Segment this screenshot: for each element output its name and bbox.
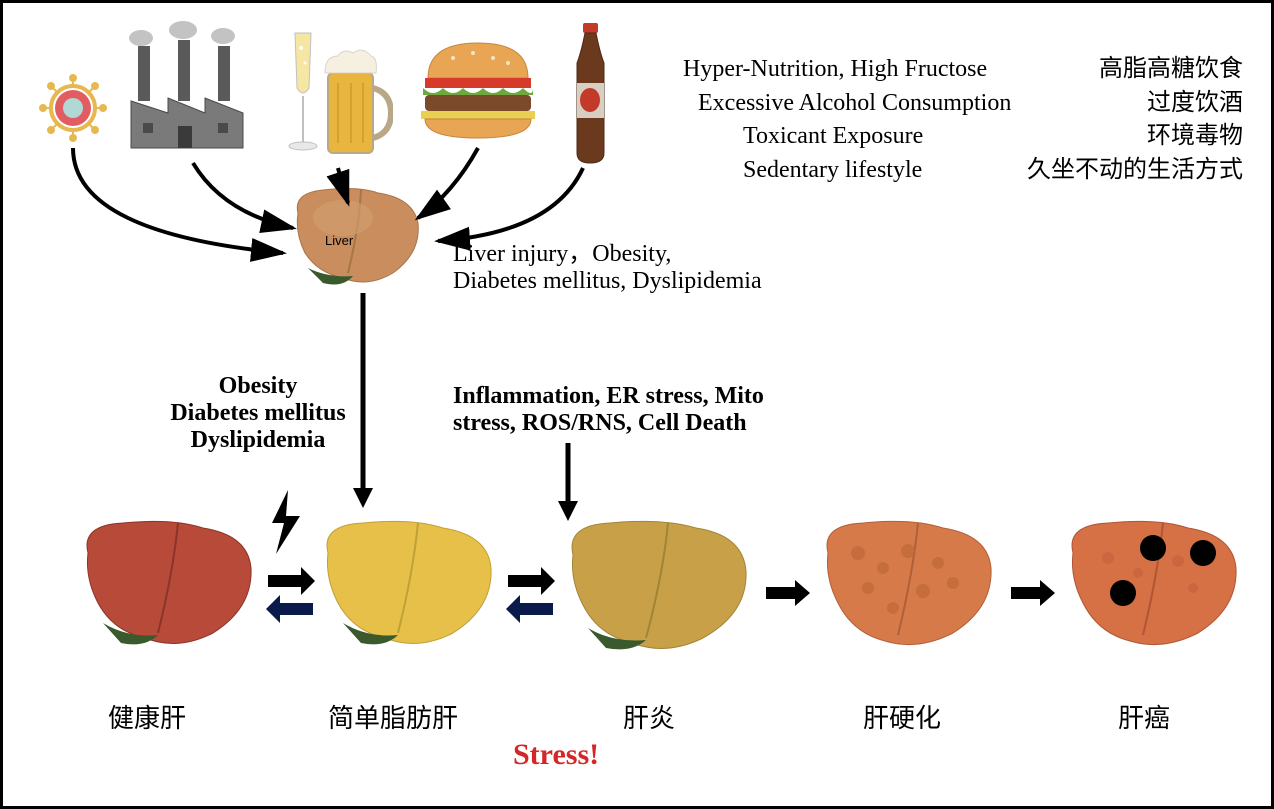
rf-en-1: Excessive Alcohol Consumption <box>698 87 1011 121</box>
right-annot-2: stress, ROS/RNS, Cell Death <box>453 410 813 437</box>
stage-label-2: 简单脂肪肝 <box>328 698 458 735</box>
middle-line2: Diabetes mellitus, Dyslipidemia <box>453 268 762 295</box>
left-annotation: Obesity Diabetes mellitus Dyslipidemia <box>153 373 363 454</box>
lightning-icon <box>266 488 306 558</box>
arrow-forward-3 <box>763 578 813 608</box>
rf-en-3: Sedentary lifestyle <box>743 154 922 188</box>
left-annot-2: Diabetes mellitus <box>153 400 363 427</box>
liver-inflammation-icon <box>558 513 758 658</box>
left-annot-1: Obesity <box>153 373 363 400</box>
rf-en-0: Hyper-Nutrition, High Fructose <box>683 53 987 87</box>
rf-zh-0: 高脂高糖饮食 <box>1099 53 1243 87</box>
middle-text: Liver injury，Obesity, Diabetes mellitus,… <box>453 233 762 295</box>
rf-zh-3: 久坐不动的生活方式 <box>1027 154 1243 188</box>
right-annot-1: Inflammation, ER stress, Mito <box>453 383 813 410</box>
rf-zh-1: 过度饮酒 <box>1147 87 1243 121</box>
liver-healthy-icon <box>73 513 263 653</box>
left-annot-3: Dyslipidemia <box>153 427 363 454</box>
stage-label-1: 健康肝 <box>108 698 186 735</box>
stage-label-5: 肝癌 <box>1118 698 1170 735</box>
rf-en-2: Toxicant Exposure <box>743 120 923 154</box>
stage-label-4: 肝硬化 <box>863 698 941 735</box>
liver-cirrhosis-icon <box>813 513 1003 658</box>
liver-cancer-icon <box>1058 513 1248 658</box>
down-arrow-right <box>553 443 583 523</box>
diagram-frame: Hyper-Nutrition, High Fructose 高脂高糖饮食 Ex… <box>0 0 1274 809</box>
right-annotation: Inflammation, ER stress, Mito stress, RO… <box>453 383 813 437</box>
stress-label: Stress! <box>513 738 599 772</box>
middle-line1: Liver injury，Obesity, <box>453 233 762 268</box>
stage-label-3: 肝炎 <box>623 698 675 735</box>
arrows-reversible-2 <box>503 563 558 623</box>
risk-factors-table: Hyper-Nutrition, High Fructose 高脂高糖饮食 Ex… <box>683 53 1243 187</box>
arrow-forward-4 <box>1008 578 1058 608</box>
arrows-reversible-1 <box>263 563 318 623</box>
liver-fatty-icon <box>313 513 503 653</box>
rf-zh-2: 环境毒物 <box>1147 120 1243 154</box>
